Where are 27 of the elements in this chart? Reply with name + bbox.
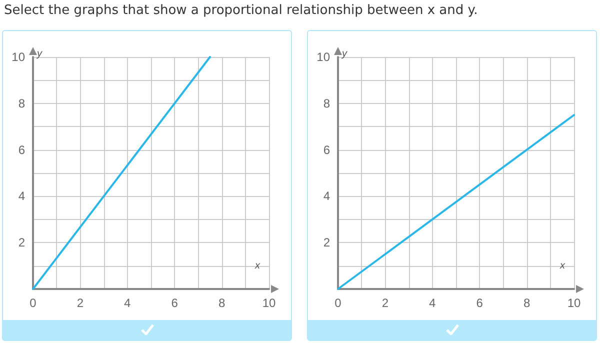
x-tick-label: 8 <box>218 296 226 310</box>
y-tick-label: 4 <box>323 189 330 204</box>
x-tick-label: 2 <box>382 296 389 310</box>
y-axis-title: y <box>36 48 43 60</box>
y-tick-label: 10 <box>316 50 330 64</box>
y-tick-label: 10 <box>12 50 26 64</box>
x-tick-label: 6 <box>171 296 178 310</box>
x-tick-label: 2 <box>76 296 84 310</box>
y-tick-label: 2 <box>323 236 330 250</box>
x-tick-label: 4 <box>124 296 132 310</box>
x-tick-label: 8 <box>523 296 530 310</box>
x-tick-label: 4 <box>429 296 436 310</box>
x-tick-label: 0 <box>30 296 37 310</box>
chart-title: Select the graphs that show a proportional relationship between x and y. <box>4 3 478 18</box>
y-tick-label: 4 <box>18 189 26 204</box>
y-tick-label: 8 <box>323 96 330 110</box>
x-tick-label: 10 <box>262 296 276 310</box>
y-tick-label: 6 <box>18 142 26 157</box>
x-axis-title: x <box>559 260 566 272</box>
x-axis-title: x <box>254 260 261 272</box>
x-tick-label: 0 <box>334 296 342 310</box>
x-tick-label: 6 <box>476 296 484 310</box>
y-tick-label: 6 <box>323 142 330 157</box>
y-tick-label: 2 <box>18 236 26 250</box>
y-tick-label: 8 <box>18 96 26 110</box>
y-axis-title: y <box>341 48 348 60</box>
x-tick-label: 10 <box>567 296 581 310</box>
